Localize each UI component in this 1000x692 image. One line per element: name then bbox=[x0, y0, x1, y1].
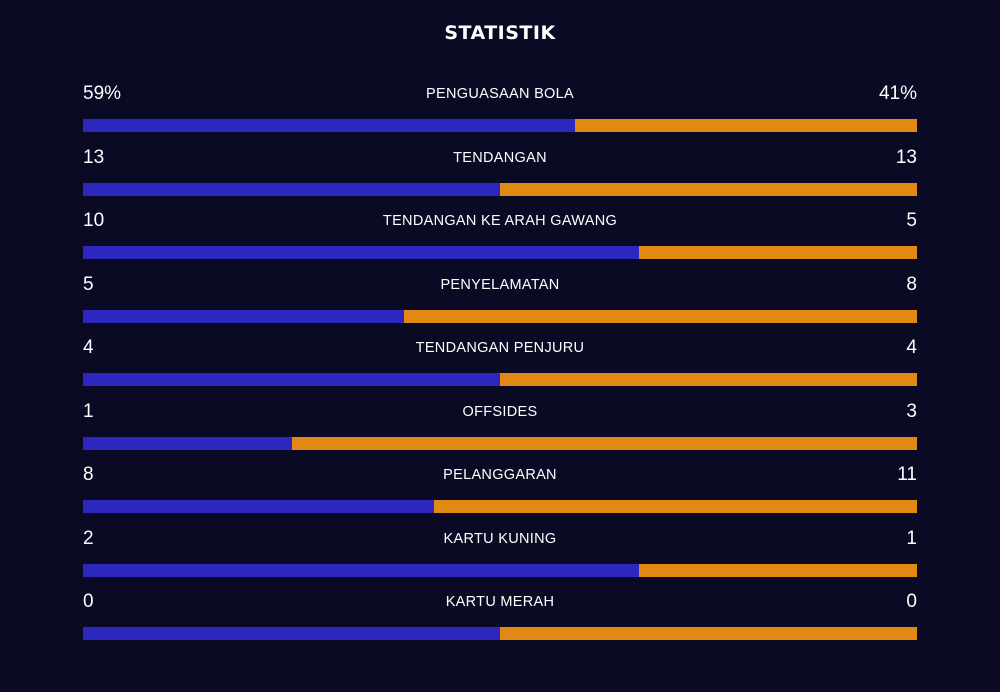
home-value: 0 bbox=[83, 591, 94, 612]
away-value: 13 bbox=[895, 146, 917, 168]
stat-row-yellow-cards: 2 KARTU KUNING 1 bbox=[83, 525, 917, 589]
away-bar-fill bbox=[575, 119, 917, 132]
comparison-bar bbox=[83, 246, 917, 259]
stat-label: TENDANGAN PENJURU bbox=[415, 340, 585, 356]
home-bar-fill bbox=[83, 309, 404, 323]
home-value: 10 bbox=[83, 210, 105, 231]
away-bar-fill bbox=[291, 436, 917, 450]
away-value: 3 bbox=[906, 400, 917, 422]
away-value: 5 bbox=[906, 210, 917, 231]
comparison-bar bbox=[83, 563, 917, 577]
stat-label: TENDANGAN bbox=[453, 149, 547, 166]
away-value: 8 bbox=[906, 273, 917, 295]
home-bar-fill bbox=[83, 627, 500, 640]
comparison-bar bbox=[83, 500, 917, 513]
stat-row-possession: 59% PENGUASAAN BOLA 41% bbox=[83, 80, 917, 144]
stat-row-shots: 13 TENDANGAN 13 bbox=[83, 144, 917, 208]
home-value: 1 bbox=[83, 400, 94, 422]
stat-row-fouls: 8 PELANGGARAN 11 bbox=[83, 461, 917, 525]
comparison-bar bbox=[83, 627, 917, 640]
away-bar-fill bbox=[639, 246, 917, 259]
away-value: 1 bbox=[906, 527, 917, 549]
away-bar-fill bbox=[500, 373, 917, 386]
away-bar-fill bbox=[500, 182, 917, 196]
home-bar-fill bbox=[83, 500, 435, 513]
section-title: STATISTIK bbox=[444, 22, 556, 44]
stat-row-red-cards: 0 KARTU MERAH 0 bbox=[83, 588, 917, 652]
home-bar-fill bbox=[83, 563, 640, 577]
stat-label: KARTU KUNING bbox=[443, 530, 557, 547]
home-bar-fill bbox=[83, 436, 292, 450]
away-value: 11 bbox=[897, 464, 917, 485]
stat-row-offsides: 1 OFFSIDES 3 bbox=[83, 398, 917, 462]
comparison-bar bbox=[83, 119, 917, 132]
stat-label: PENGUASAAN BOLA bbox=[426, 86, 574, 102]
stat-label: KARTU MERAH bbox=[445, 594, 555, 610]
home-value: 13 bbox=[83, 146, 105, 168]
home-value: 8 bbox=[83, 464, 94, 485]
home-bar-fill bbox=[83, 373, 500, 386]
stat-label: OFFSIDES bbox=[462, 403, 538, 420]
home-value: 4 bbox=[83, 337, 94, 358]
away-value: 0 bbox=[906, 591, 917, 612]
home-value: 2 bbox=[83, 527, 94, 549]
stats-list: 59% PENGUASAAN BOLA 41% 13 TENDANGAN 13 … bbox=[83, 80, 917, 652]
home-bar-fill bbox=[83, 119, 576, 132]
away-value: 41% bbox=[878, 83, 917, 104]
away-value: 4 bbox=[906, 337, 917, 358]
comparison-bar bbox=[83, 182, 917, 196]
away-bar-fill bbox=[500, 627, 917, 640]
stat-label: PELANGGARAN bbox=[443, 467, 557, 483]
home-value: 59% bbox=[83, 83, 122, 104]
comparison-bar bbox=[83, 373, 917, 386]
stat-label: TENDANGAN KE ARAH GAWANG bbox=[382, 213, 618, 229]
comparison-bar bbox=[83, 309, 917, 323]
home-bar-fill bbox=[83, 182, 500, 196]
away-bar-fill bbox=[403, 309, 917, 323]
comparison-bar bbox=[83, 436, 917, 450]
home-bar-fill bbox=[83, 246, 640, 259]
stat-row-saves: 5 PENYELAMATAN 8 bbox=[83, 271, 917, 335]
stat-row-shots-on-target: 10 TENDANGAN KE ARAH GAWANG 5 bbox=[83, 207, 917, 271]
away-bar-fill bbox=[434, 500, 917, 513]
stat-label: PENYELAMATAN bbox=[440, 276, 560, 293]
stat-row-corners: 4 TENDANGAN PENJURU 4 bbox=[83, 334, 917, 398]
away-bar-fill bbox=[639, 563, 917, 577]
home-value: 5 bbox=[83, 273, 94, 295]
